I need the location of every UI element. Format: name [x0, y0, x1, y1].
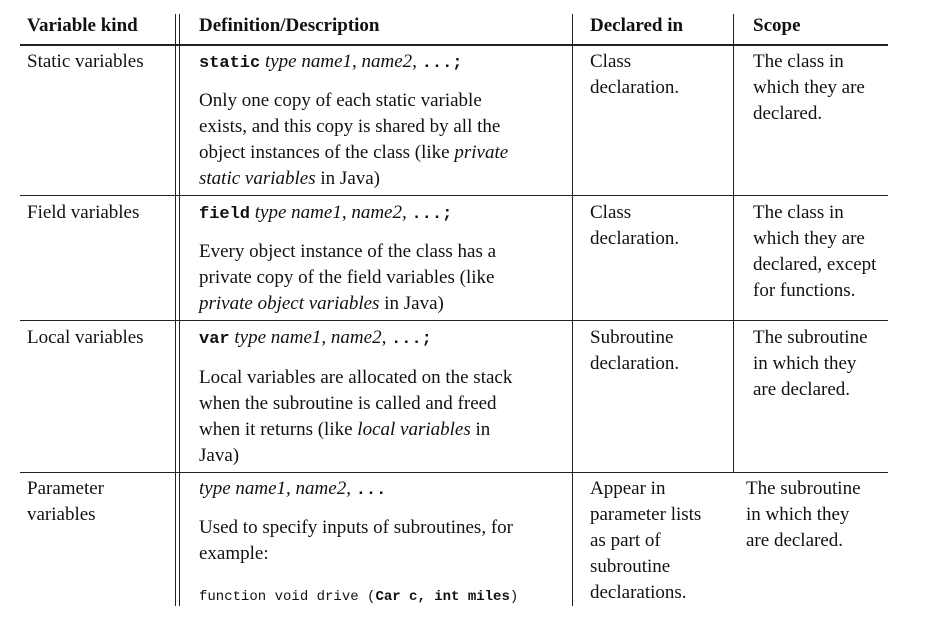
- description-line: when it returns (like local variables in: [199, 419, 491, 440]
- header-rule: [20, 44, 888, 46]
- declared-cell: subroutine: [590, 556, 671, 577]
- scope-cell: declared, except: [753, 254, 877, 275]
- header-scope: Scope: [753, 15, 801, 36]
- scope-cell: The class in: [753, 202, 844, 223]
- col-rule-a: [175, 14, 176, 606]
- description-line: Every object instance of the class has a: [199, 241, 497, 262]
- declared-cell: declarations.: [590, 582, 687, 603]
- col-rule-c: [572, 14, 573, 606]
- kind-cell: Static variables: [27, 51, 144, 72]
- syntax-cell: var type name1, name2, ...;: [199, 327, 432, 349]
- scope-cell: The subroutine: [746, 478, 861, 499]
- header-declared-in: Declared in: [590, 15, 684, 36]
- col-rule-d: [733, 14, 734, 472]
- description-line: exists, and this copy is shared by all t…: [199, 116, 501, 137]
- declared-cell: as part of: [590, 530, 661, 551]
- description-line: object instances of the class (like priv…: [199, 142, 509, 163]
- scope-cell: The class in: [753, 51, 844, 72]
- description-line: example:: [199, 543, 269, 564]
- description-line: when the subroutine is called and freed: [199, 393, 497, 414]
- header-variable-kind: Variable kind: [27, 15, 138, 36]
- kind-cell: Local variables: [27, 327, 144, 348]
- description-line: Local variables are allocated on the sta…: [199, 367, 513, 388]
- declared-cell: Appear in: [590, 478, 666, 499]
- syntax-cell: field type name1, name2, ...;: [199, 202, 453, 224]
- col-rule-b: [179, 14, 180, 606]
- description-line: static variables in Java): [199, 168, 381, 189]
- description-line: private copy of the field variables (lik…: [199, 267, 495, 288]
- declared-cell: declaration.: [590, 228, 680, 249]
- scope-cell: which they are: [753, 228, 865, 249]
- kind-cell: Parameter: [27, 478, 105, 499]
- scope-cell: The subroutine: [753, 327, 868, 348]
- kind-cell: variables: [27, 504, 96, 525]
- row-rule-3: [20, 472, 888, 473]
- row-rule-2: [20, 320, 888, 321]
- declared-cell: declaration.: [590, 77, 680, 98]
- declared-cell: parameter lists: [590, 504, 702, 525]
- description-line: Used to specify inputs of subroutines, f…: [199, 517, 513, 538]
- description-line: Only one copy of each static variable: [199, 90, 482, 111]
- scope-cell: in which they: [753, 353, 857, 374]
- scope-cell: are declared.: [753, 379, 851, 400]
- row-rule-1: [20, 195, 888, 196]
- description-line: private object variables in Java): [199, 293, 444, 314]
- description-line: Java): [199, 445, 240, 466]
- syntax-cell: static type name1, name2, ...;: [199, 51, 463, 73]
- kind-cell: Field variables: [27, 202, 140, 223]
- declared-cell: declaration.: [590, 353, 680, 374]
- declared-cell: Class: [590, 51, 632, 72]
- scope-cell: in which they: [746, 504, 850, 525]
- syntax-cell: type name1, name2, ...: [199, 478, 387, 500]
- scope-cell: are declared.: [746, 530, 844, 551]
- scope-cell: for functions.: [753, 280, 856, 301]
- declared-cell: Subroutine: [590, 327, 674, 348]
- scope-cell: declared.: [753, 103, 823, 124]
- scope-cell: which they are: [753, 77, 865, 98]
- code-example: function void drive (Car c, int miles): [199, 589, 519, 605]
- header-definition: Definition/Description: [199, 15, 380, 36]
- declared-cell: Class: [590, 202, 632, 223]
